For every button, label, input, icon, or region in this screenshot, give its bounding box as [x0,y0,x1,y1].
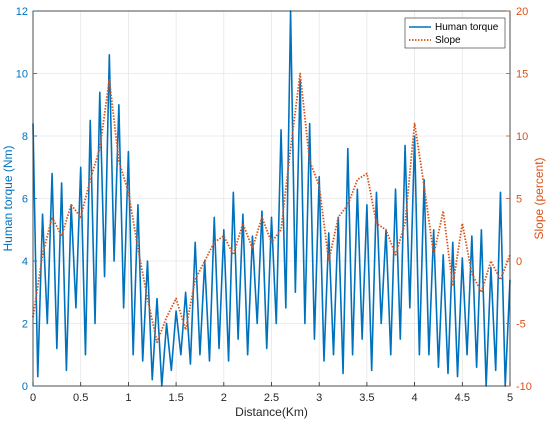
legend-label-slope: Slope [435,35,461,46]
right-y-tick-label: 20 [516,6,528,18]
left-y-tick-label: 12 [16,6,28,18]
left-y-tick-label: 10 [16,69,28,81]
x-tick-label: 4 [412,392,418,404]
right-y-axis-ticks: -10 -5 0 5 10 15 20 [506,6,532,393]
right-y-tick-label: -10 [516,381,532,393]
right-y-tick-label: 10 [516,131,528,143]
right-y-axis-title: Slope (percent) [532,157,546,239]
x-tick-label: 5 [507,392,513,404]
right-y-tick-label: 5 [516,194,522,206]
left-y-axis-ticks: 0 2 4 6 8 10 12 [16,6,37,393]
x-tick-label: 4.5 [455,392,470,404]
x-tick-label: 0.5 [73,392,88,404]
grid [32,10,511,387]
left-y-tick-label: 6 [22,194,28,206]
x-tick-label: 3 [316,392,322,404]
left-y-tick-label: 8 [22,131,28,143]
right-y-tick-label: -5 [516,319,526,331]
x-tick-label: 2.5 [264,392,279,404]
x-tick-label: 0 [30,392,36,404]
series-line-slope [32,72,511,344]
right-y-tick-label: 15 [516,69,528,81]
x-tick-label: 3.5 [359,392,374,404]
legend-label-human-torque: Human torque [435,22,499,33]
left-y-axis-title: Human torque (Nm) [1,145,15,251]
left-y-tick-label: 0 [22,381,28,393]
x-axis-title: Distance(Km) [235,405,308,419]
left-y-tick-label: 4 [22,256,28,268]
x-tick-label: 2 [221,392,227,404]
series-layer [32,10,511,387]
series-line-human-torque [32,10,511,387]
left-y-tick-label: 2 [22,319,28,331]
legend[interactable]: Human torque Slope [404,17,506,49]
legend-box [404,17,506,49]
x-axis-ticks: 0 0.5 1 1.5 2 2.5 3 3.5 4 4.5 5 [30,382,513,404]
x-tick-label: 1.5 [168,392,183,404]
right-y-tick-label: 0 [516,256,522,268]
x-tick-label: 1 [125,392,131,404]
